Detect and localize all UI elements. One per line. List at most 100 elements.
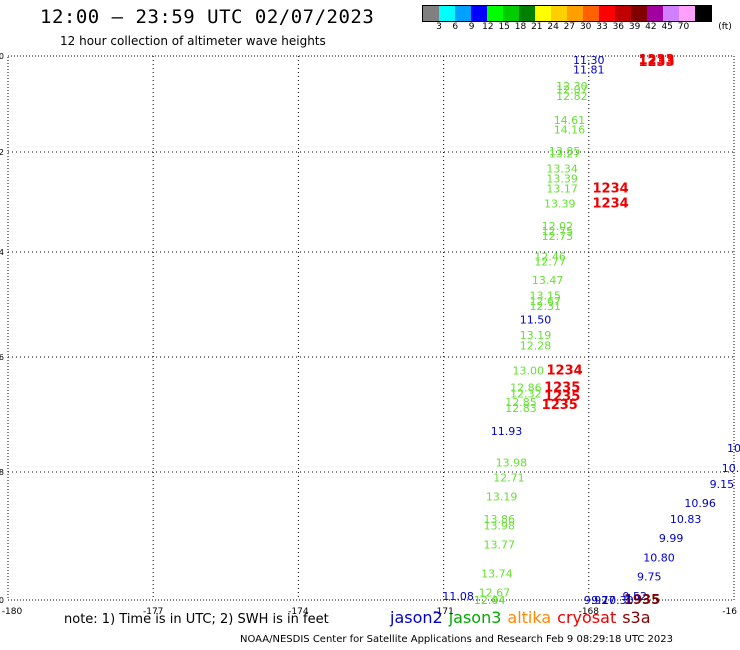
colorbar-label: 15 xyxy=(498,22,510,32)
legend-item-jason3: jason3 xyxy=(448,608,502,627)
colorbar-swatch xyxy=(647,6,663,21)
wave-height-label: 13.27 xyxy=(549,148,581,161)
colorbar-swatch xyxy=(663,6,679,21)
wave-height-label: 10.80 xyxy=(643,551,675,564)
colorbar-label: 39 xyxy=(628,22,641,32)
page-title: 12:00 – 23:59 UTC 02/07/2023 xyxy=(40,6,375,28)
y-tick-label: -62 xyxy=(0,148,4,157)
wave-height-label: 10.96 xyxy=(684,497,716,510)
colorbar-label: 24 xyxy=(547,22,559,32)
y-tick-label: -70 xyxy=(0,596,4,605)
wave-height-label: 11.30 xyxy=(573,54,605,67)
wave-height-label: 12.30 xyxy=(556,80,588,93)
wave-height-label: 12.04 xyxy=(474,594,506,607)
wave-height-label: 12.71 xyxy=(493,471,525,484)
wave-height-label: 13.15 xyxy=(529,290,561,303)
wave-height-label: 9.52 xyxy=(623,590,648,603)
wave-height-label: 13.86 xyxy=(484,513,516,526)
colorbar-swatch xyxy=(455,6,471,21)
wave-height-label: 9.15 xyxy=(710,478,735,491)
colorbar-label: 9 xyxy=(468,22,475,32)
wave-height-label: 1235 xyxy=(542,398,578,413)
colorbar-swatch xyxy=(487,6,503,21)
y-tick-label: -60 xyxy=(0,52,4,61)
wave-height-label: 12.32 xyxy=(510,387,542,400)
y-tick-label: -66 xyxy=(0,353,4,362)
wave-height-label: 10.30 xyxy=(602,594,634,607)
wave-height-label: 14.61 xyxy=(554,114,586,127)
wave-height-label: 13.00 xyxy=(513,364,545,377)
colorbar-labels: 3 6 9 12 15 18 21 24 27 30 33 36 39 42 45 70 (ft) xyxy=(422,22,740,34)
colorbar-swatch xyxy=(583,6,599,21)
x-tick-label: -174 xyxy=(288,607,309,617)
wave-height-label: 12.31 xyxy=(529,300,561,313)
wave-height-label: 1234 xyxy=(547,363,583,378)
credit-line: NOAA/NESDIS Center for Satellite Applica… xyxy=(240,634,673,645)
wave-height-label: 1935 xyxy=(624,593,660,608)
plot-frame xyxy=(7,55,735,601)
wave-height-label: 13.85 xyxy=(549,145,581,158)
page-subtitle: 12 hour collection of altimeter wave hei… xyxy=(60,34,326,48)
colorbar-label: 33 xyxy=(596,22,608,32)
wave-height-label: 13.19 xyxy=(520,329,552,342)
colorbar-label: 21 xyxy=(531,22,543,32)
wave-height-label: 12.02 xyxy=(542,220,574,233)
colorbar-label: 70 xyxy=(677,22,690,32)
legend-item-s3a: s3a xyxy=(622,608,651,627)
legend-item-jason2: jason2 xyxy=(390,608,443,627)
wave-height-label: 10.83 xyxy=(670,513,702,526)
wave-height-label: 12.07 xyxy=(556,84,588,97)
wave-height-label: 12.28 xyxy=(520,340,552,353)
wave-height-label: 9.92 xyxy=(584,594,609,607)
x-tick-label: -16 xyxy=(722,607,737,617)
colorbar-swatch xyxy=(471,6,487,21)
satellite-legend: jason2 jason3 altika cryosat s3a xyxy=(390,608,657,627)
colorbar-swatch xyxy=(599,6,615,21)
wave-height-label: 1233 xyxy=(638,53,674,68)
wave-height-label: 12.73 xyxy=(542,230,574,243)
wave-height-label: 13.19 xyxy=(486,491,518,504)
wave-height-label: 11.81 xyxy=(573,63,605,76)
colorbar-swatch xyxy=(615,6,631,21)
wave-height-label: 13.98 xyxy=(484,519,516,532)
wave-height-label: 1234 xyxy=(592,182,628,197)
colorbar-swatch xyxy=(679,6,695,21)
wave-height-label: 12.86 xyxy=(510,382,542,395)
wave-height-label: 12.77 xyxy=(534,256,566,269)
colorbar-unit: (ft) xyxy=(718,22,732,32)
colorbar-swatch xyxy=(503,6,519,21)
wave-height-label: 12.44 xyxy=(474,594,506,607)
wave-height-label: 12.85 xyxy=(505,396,537,409)
wave-height-label: 13.74 xyxy=(481,567,513,580)
x-tick-label: -177 xyxy=(143,607,163,617)
wave-height-label: 1233 xyxy=(638,55,674,70)
colorbar-swatch xyxy=(695,6,711,21)
wave-height-label: 10 xyxy=(727,442,740,455)
colorbar-label: 42 xyxy=(645,22,657,32)
colorbar-swatch xyxy=(519,6,535,21)
wave-height-label: 11.50 xyxy=(520,313,552,326)
wave-height-label: 13.98 xyxy=(496,456,528,469)
wave-height-label: 13.39 xyxy=(546,173,578,186)
wave-height-label: 13.77 xyxy=(484,539,516,552)
wave-height-label: 13.47 xyxy=(532,274,564,287)
wave-height-label: 1235 xyxy=(544,381,580,396)
colorbar-label: 12 xyxy=(482,22,494,32)
colorbar-label: 45 xyxy=(661,22,673,32)
legend-item-cryosat: cryosat xyxy=(557,608,617,627)
wave-height-label: 12.67 xyxy=(529,295,561,308)
colorbar-swatch xyxy=(567,6,583,21)
colorbar-swatch xyxy=(535,6,551,21)
wave-height-label: 13.39 xyxy=(544,198,576,211)
wave-height-label: 9.99 xyxy=(659,532,684,545)
colorbar-label: 27 xyxy=(563,22,576,32)
colorbar-label: 3 xyxy=(436,22,442,32)
legend-item-altika: altika xyxy=(507,608,552,627)
wave-height-label: 10.6 xyxy=(722,462,740,475)
wave-height-label: 13.34 xyxy=(546,163,578,176)
colorbar-swatch xyxy=(439,6,455,21)
wave-height-label: 1235 xyxy=(544,389,580,404)
wave-height-label: 12.46 xyxy=(534,250,566,263)
colorbar-label: 18 xyxy=(514,22,527,32)
